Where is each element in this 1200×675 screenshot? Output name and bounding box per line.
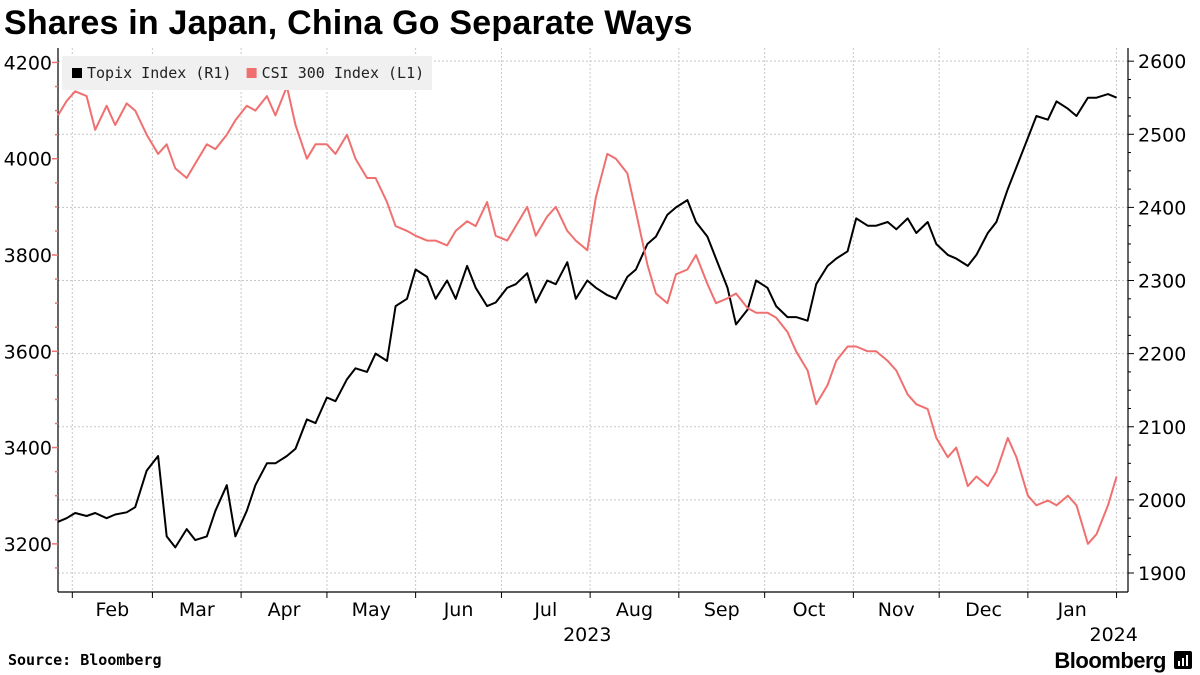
left-tick-label: 3400	[4, 438, 52, 460]
x-tick-label: Oct	[793, 599, 826, 621]
right-tick-label: 2500	[1138, 124, 1186, 146]
right-tick-label: 2300	[1138, 271, 1186, 293]
x-tick-label: Feb	[96, 599, 130, 621]
legend-label: Topix Index (R1)	[87, 64, 232, 82]
x-tick-label: Dec	[965, 599, 1002, 621]
left-tick-label: 3600	[4, 341, 52, 363]
x-tick-label: Aug	[616, 599, 653, 621]
axes	[52, 48, 1134, 598]
chart-title: Shares in Japan, China Go Separate Ways	[4, 4, 693, 42]
brand-logo: Bloomberg	[1054, 648, 1166, 673]
x-tick-label: Sep	[704, 599, 740, 621]
right-tick-label: 1900	[1138, 563, 1186, 585]
right-tick-label: 2100	[1138, 417, 1186, 439]
tick-labels: 3200 3400 3600 3800 4000 4200 1900 2000 2100 2200…	[4, 51, 1187, 646]
x-tick-label: Apr	[268, 599, 301, 621]
x-tick-label: Mar	[179, 599, 215, 621]
source-note: Source: Bloomberg	[8, 651, 162, 669]
x-tick-label: Jul	[533, 599, 557, 621]
topix-line	[57, 93, 1117, 549]
x-tick-label: May	[352, 599, 391, 621]
year-label: 2023	[563, 624, 611, 646]
series-layer	[57, 85, 1118, 549]
gridlines	[58, 48, 1128, 592]
left-tick-label: 4200	[4, 52, 52, 74]
left-tick-label: 3200	[4, 534, 52, 556]
left-tick-label: 3800	[4, 245, 52, 267]
x-tick-label: Jun	[443, 599, 474, 621]
x-tick-label: Jan	[1057, 599, 1087, 621]
legend-swatch	[246, 68, 257, 78]
legend: Topix Index (R1) CSI 300 Index (L1)	[62, 56, 432, 90]
right-tick-label: 2200	[1138, 344, 1186, 366]
legend-label: CSI 300 Index (L1)	[262, 64, 425, 82]
right-tick-label: 2600	[1138, 51, 1186, 73]
x-tick-label: Nov	[878, 599, 915, 621]
csi300-line	[57, 85, 1118, 545]
bloomberg-terminal-icon	[1174, 651, 1192, 669]
right-tick-label: 2400	[1138, 197, 1186, 219]
right-tick-label: 2000	[1138, 490, 1186, 512]
legend-swatch	[72, 68, 82, 78]
left-tick-label: 4000	[4, 149, 52, 171]
year-label: 2024	[1090, 624, 1138, 646]
